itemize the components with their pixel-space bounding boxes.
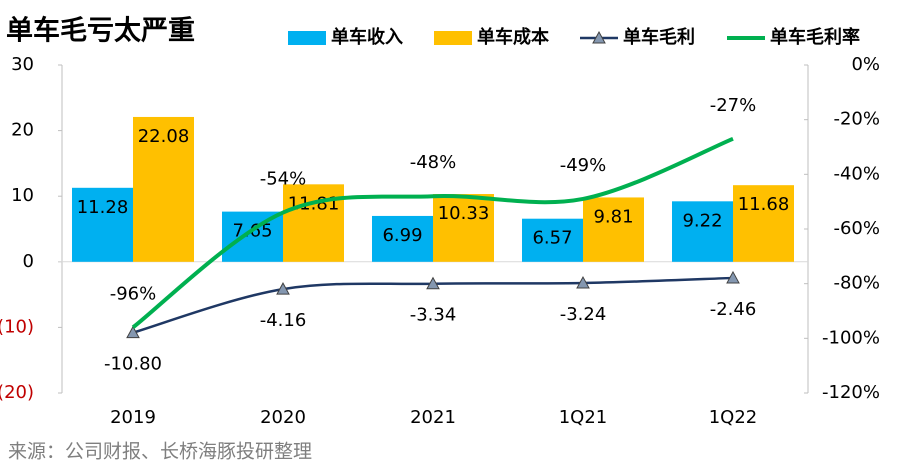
bar-value-label: 11.28 (77, 197, 129, 218)
legend-label: 单车毛利率 (770, 26, 860, 48)
y-tick-label: 10 (11, 185, 34, 206)
y-tick-label: 30 (11, 54, 34, 75)
y-tick-label: 0 (23, 251, 34, 272)
source-note: 来源：公司财报、长桥海豚投研整理 (8, 441, 312, 463)
chart-title: 单车毛亏太严重 (6, 15, 195, 47)
bar-value-label: 9.22 (682, 210, 722, 231)
bar (522, 218, 583, 262)
y2-tick-label: -120% (822, 382, 880, 403)
y2-tick-label: -80% (833, 273, 880, 294)
bar-value-label: 6.99 (382, 225, 422, 246)
legend-label: 单车收入 (331, 26, 403, 48)
triangle-marker (126, 325, 140, 339)
legend-label: 单车毛利 (623, 26, 695, 48)
line-value-label: -4.16 (260, 310, 307, 331)
y2-tick-label: 0% (851, 54, 880, 75)
y-tick-label: 20 (11, 120, 34, 141)
x-tick-label: 2020 (260, 407, 306, 428)
line-value-label: -3.34 (410, 305, 457, 326)
triangle-marker (426, 276, 440, 290)
legend-swatch (288, 31, 326, 45)
x-tick-label: 1Q22 (709, 407, 758, 428)
line-value-label: -49% (560, 155, 607, 176)
bar (72, 187, 133, 262)
legend-marker (592, 30, 606, 44)
bar (583, 197, 644, 262)
bar (733, 185, 794, 262)
y2-tick-label: -20% (833, 109, 880, 130)
y2-tick-label: -40% (833, 163, 880, 184)
triangle-marker (576, 276, 590, 289)
legend-label: 单车成本 (477, 26, 549, 48)
bar-value-label: 9.81 (593, 206, 633, 227)
legend-swatch (434, 31, 472, 45)
bar (672, 201, 733, 262)
y-tick-label: (20) (0, 382, 34, 403)
y2-tick-label: -100% (822, 327, 880, 348)
x-tick-label: 1Q21 (559, 407, 608, 428)
y2-tick-label: -60% (833, 218, 880, 239)
bar (372, 215, 433, 262)
line-value-label: -10.80 (104, 354, 162, 375)
line-value-label: -48% (410, 152, 457, 173)
bar-value-label: 22.08 (138, 126, 190, 147)
line-series (131, 136, 734, 329)
y-tick-label: (10) (0, 316, 34, 337)
bar-value-label: 11.68 (738, 194, 790, 215)
bar (222, 211, 283, 262)
triangle-marker (276, 282, 290, 295)
line-value-label: -54% (260, 169, 307, 190)
bar (433, 194, 494, 262)
bar-value-label: 6.57 (532, 228, 572, 249)
line-value-label: -3.24 (560, 304, 607, 325)
bar-value-label: 10.33 (438, 203, 490, 224)
line-value-label: -2.46 (710, 299, 757, 320)
line-value-label: -96% (110, 283, 157, 304)
x-tick-label: 2021 (410, 407, 456, 428)
x-tick-label: 2019 (110, 407, 156, 428)
line-value-label: -27% (710, 95, 757, 116)
triangle-marker (726, 270, 740, 284)
bar (133, 116, 194, 262)
